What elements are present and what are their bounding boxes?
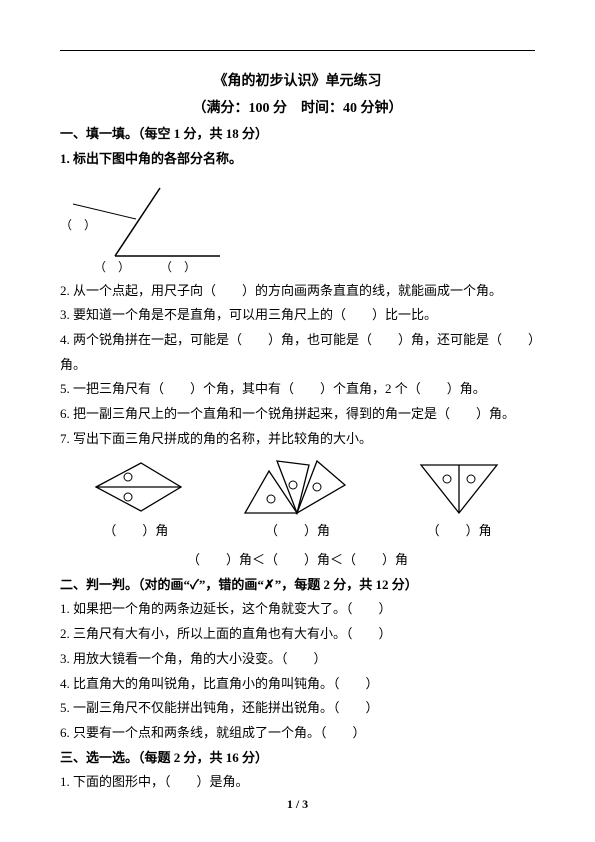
s1-q5: 5. 一把三角尺有（ ）个角，其中有（ ）个直角，2 个（ ）角。 — [60, 377, 535, 402]
shape3-label: （ ）角 — [427, 519, 492, 544]
s1-q6: 6. 把一副三角尺上的一个直角和一个锐角拼起来，得到的角一定是（ ）角。 — [60, 402, 535, 427]
composite-3: （ ）角 — [409, 455, 509, 544]
shape2-label: （ ）角 — [265, 519, 330, 544]
s1-q3: 3. 要知道一个角是不是直角，可以用三角尺上的（ ）比一比。 — [60, 303, 535, 328]
s3-q1: 1. 下面的图形中，（ ）是角。 — [60, 770, 535, 795]
s2-q5: 5. 一副三角尺不仅能拼出钝角，还能拼出锐角。（ ） — [60, 696, 535, 721]
angle-parts-diagram: （ ） （ ） （ ） — [60, 176, 535, 271]
q1-blank-left: （ ） — [60, 214, 96, 237]
q1-blank-right: （ ） — [160, 256, 196, 279]
top-rule — [60, 50, 535, 51]
s2-q1: 1. 如果把一个角的两条边延长，这个角就变大了。（ ） — [60, 597, 535, 622]
shape1-svg — [86, 455, 186, 519]
s1-q1: 1. 标出下图中角的各部分名称。 — [60, 147, 535, 172]
shape2-svg — [237, 455, 357, 519]
composite-2: （ ）角 — [237, 455, 357, 544]
section1-heading: 一、填一填。（每空 1 分，共 18 分） — [60, 122, 535, 147]
s1-q4: 4. 两个锐角拼在一起，可能是（ ）角，也可能是（ ）角，还可能是（ ）角。 — [60, 328, 535, 377]
composite-1: （ ）角 — [86, 455, 186, 544]
s2-q3: 3. 用放大镜看一个角，角的大小没变。（ ） — [60, 647, 535, 672]
s1-q2: 2. 从一个点起，用尺子向（ ）的方向画两条直直的线，就能画成一个角。 — [60, 279, 535, 304]
s1-compare: （ ）角＜（ ）角＜（ ）角 — [60, 548, 535, 573]
shape3-svg — [409, 455, 509, 519]
s2-q4: 4. 比直角大的角叫锐角，比直角小的角叫钝角。（ ） — [60, 672, 535, 697]
shape1-label: （ ）角 — [103, 519, 168, 544]
page-subtitle: （满分：100 分 时间：40 分钟） — [60, 96, 535, 123]
composite-shapes-row: （ ）角 （ ）角 （ ）角 — [60, 455, 535, 544]
s1-q7: 7. 写出下面三角尺拼成的角的名称，并比较角的大小。 — [60, 427, 535, 452]
page-footer: 1 / 3 — [0, 793, 595, 816]
page-title: 《角的初步认识》单元练习 — [60, 69, 535, 96]
q1-blank-mid: （ ） — [94, 256, 130, 279]
section2-heading: 二、判一判。（对的画“✓”，错的画“✗”，每题 2 分，共 12 分） — [60, 573, 535, 598]
s2-q6: 6. 只要有一个点和两条线，就组成了一个角。（ ） — [60, 721, 535, 746]
section3-heading: 三、选一选。（每题 2 分，共 16 分） — [60, 746, 535, 771]
s2-q2: 2. 三角尺有大有小，所以上面的直角也有大有小。（ ） — [60, 622, 535, 647]
